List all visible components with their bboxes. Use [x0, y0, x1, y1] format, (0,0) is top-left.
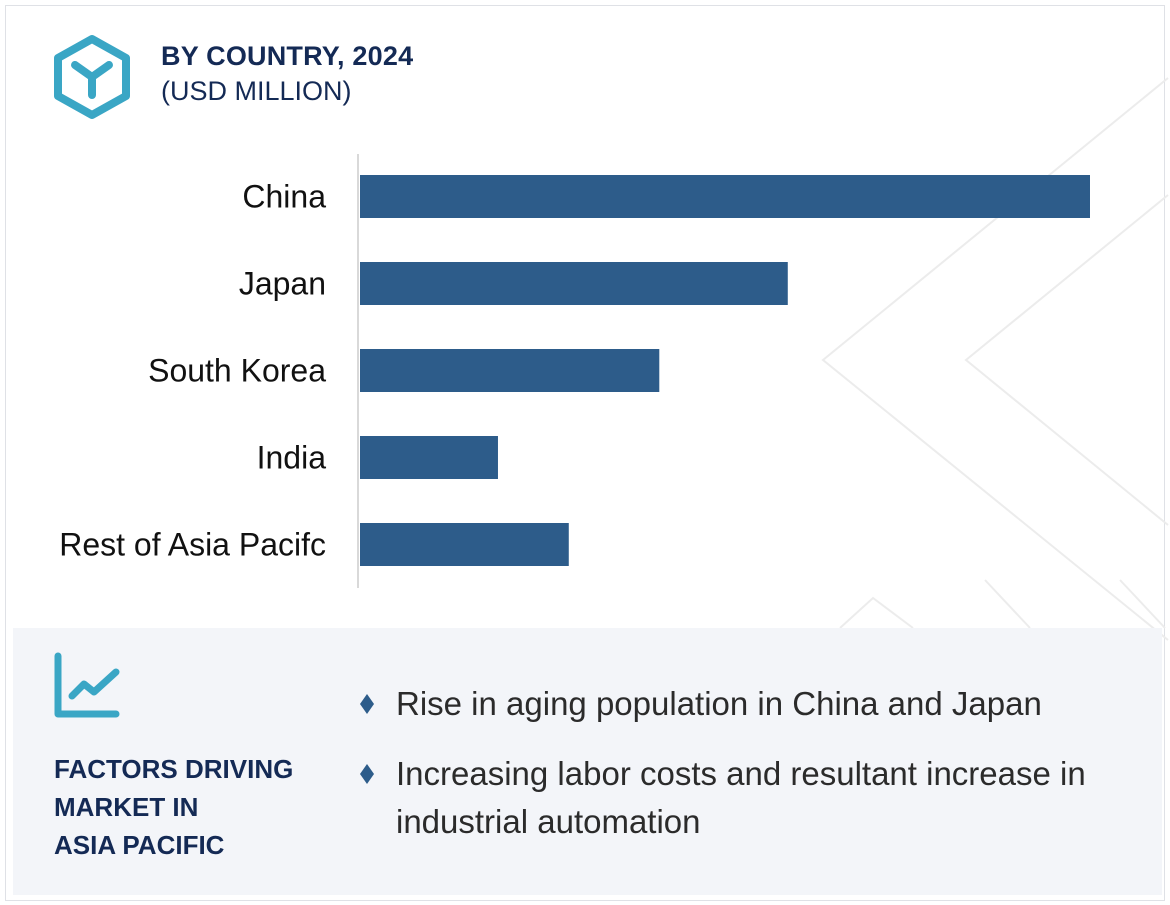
category-label: China [242, 179, 326, 215]
category-label: Rest of Asia Pacifc [59, 527, 326, 563]
factors-list: Rise in aging population in China and Ja… [356, 680, 1156, 868]
factor-text: Increasing labor costs and resultant inc… [396, 755, 1086, 840]
diamond-icon [360, 694, 374, 714]
factors-title-line: ASIA PACIFIC [54, 830, 225, 860]
bar-south-korea [360, 349, 660, 392]
factor-text: Rise in aging population in China and Ja… [396, 685, 1042, 722]
factors-title-line: FACTORS DRIVING [54, 754, 294, 784]
factor-item: Increasing labor costs and resultant inc… [356, 750, 1156, 846]
factor-item: Rise in aging population in China and Ja… [356, 680, 1156, 728]
trend-chart-icon [54, 652, 120, 718]
bar-japan [360, 262, 788, 305]
bar-rest-of-asia-pacifc [360, 523, 569, 566]
category-label: Japan [239, 266, 326, 302]
hexagon-cube-icon [54, 35, 130, 119]
factors-title-line: MARKET IN [54, 792, 199, 822]
bar-india [360, 436, 498, 479]
category-label: South Korea [148, 353, 326, 389]
bar-chart: China Japan South Korea India Rest of Asia P… [59, 154, 1090, 588]
bar-china [360, 175, 1090, 218]
factors-panel [13, 628, 1162, 895]
chart-title: BY COUNTRY, 2024 [161, 41, 414, 71]
chart-subtitle: (USD MILLION) [161, 76, 352, 106]
factors-title: FACTORS DRIVING MARKET IN ASIA PACIFIC [54, 750, 334, 864]
diamond-icon [360, 764, 374, 784]
category-label: India [257, 440, 327, 476]
